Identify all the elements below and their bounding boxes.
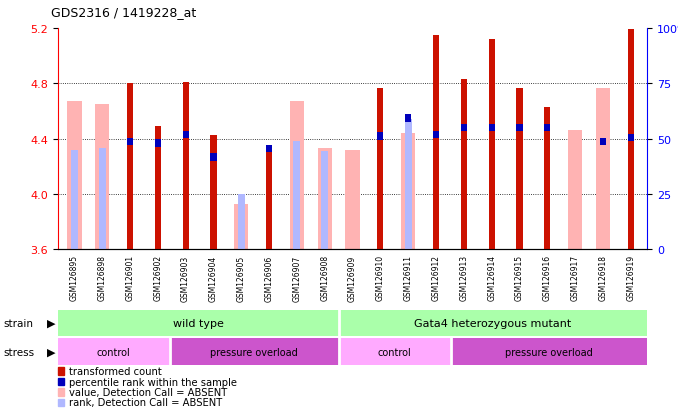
- Bar: [58, 378, 64, 385]
- Text: GSM126898: GSM126898: [98, 255, 106, 301]
- Bar: [451, 339, 647, 366]
- Text: transformed count: transformed count: [69, 366, 162, 376]
- Bar: [182, 131, 188, 139]
- Bar: [290, 102, 304, 250]
- Bar: [378, 133, 384, 140]
- Bar: [182, 83, 188, 250]
- Bar: [58, 388, 64, 396]
- Bar: [405, 120, 412, 250]
- Bar: [210, 135, 216, 250]
- Text: GSM126902: GSM126902: [153, 255, 162, 301]
- Bar: [405, 115, 412, 123]
- Bar: [401, 134, 416, 250]
- Text: control: control: [378, 347, 412, 357]
- Bar: [433, 131, 439, 139]
- Bar: [155, 140, 161, 147]
- Bar: [378, 88, 384, 250]
- Text: percentile rank within the sample: percentile rank within the sample: [69, 377, 237, 387]
- Bar: [127, 84, 133, 250]
- Text: GSM126917: GSM126917: [571, 255, 580, 301]
- Bar: [58, 339, 170, 366]
- Bar: [317, 149, 332, 250]
- Bar: [321, 152, 328, 250]
- Text: GSM126913: GSM126913: [460, 255, 468, 301]
- Bar: [58, 399, 64, 406]
- Text: pressure overload: pressure overload: [210, 347, 298, 357]
- Bar: [238, 195, 245, 250]
- Text: GSM126901: GSM126901: [125, 255, 134, 301]
- Text: pressure overload: pressure overload: [505, 347, 593, 357]
- Text: GSM126908: GSM126908: [320, 255, 330, 301]
- Bar: [67, 102, 81, 250]
- Bar: [516, 134, 523, 250]
- Bar: [234, 204, 249, 250]
- Text: GSM126895: GSM126895: [70, 255, 79, 301]
- Text: stress: stress: [3, 347, 35, 357]
- Text: GSM126907: GSM126907: [292, 255, 302, 301]
- Bar: [294, 142, 300, 250]
- Text: GSM126916: GSM126916: [543, 255, 552, 301]
- Text: wild type: wild type: [173, 318, 224, 328]
- Text: GSM126915: GSM126915: [515, 255, 524, 301]
- Text: GSM126904: GSM126904: [209, 255, 218, 301]
- Bar: [628, 134, 634, 142]
- Bar: [345, 150, 360, 250]
- Bar: [58, 310, 338, 337]
- Bar: [210, 154, 216, 161]
- Bar: [71, 150, 78, 250]
- Bar: [58, 368, 64, 375]
- Bar: [338, 339, 451, 366]
- Bar: [433, 36, 439, 250]
- Bar: [544, 108, 551, 250]
- Text: GSM126906: GSM126906: [264, 255, 274, 301]
- Bar: [266, 145, 272, 153]
- Text: GSM126919: GSM126919: [626, 255, 635, 301]
- Text: GSM126918: GSM126918: [599, 255, 607, 301]
- Bar: [127, 138, 133, 146]
- Bar: [170, 339, 338, 366]
- Bar: [95, 105, 109, 250]
- Text: control: control: [97, 347, 131, 357]
- Text: GSM126905: GSM126905: [237, 255, 245, 301]
- Bar: [266, 149, 272, 250]
- Text: rank, Detection Call = ABSENT: rank, Detection Call = ABSENT: [69, 397, 222, 407]
- Bar: [517, 125, 523, 132]
- Text: GSM126910: GSM126910: [376, 255, 385, 301]
- Bar: [596, 88, 610, 250]
- Text: GSM126911: GSM126911: [403, 255, 413, 301]
- Text: ▶: ▶: [47, 318, 55, 328]
- Bar: [544, 125, 551, 132]
- Text: value, Detection Call = ABSENT: value, Detection Call = ABSENT: [69, 387, 227, 397]
- Text: GDS2316 / 1419228_at: GDS2316 / 1419228_at: [51, 6, 196, 19]
- Bar: [628, 30, 634, 250]
- Bar: [99, 149, 106, 250]
- Bar: [489, 40, 495, 250]
- Bar: [338, 310, 647, 337]
- Bar: [517, 88, 523, 250]
- Bar: [461, 80, 467, 250]
- Bar: [568, 131, 582, 250]
- Text: GSM126912: GSM126912: [431, 255, 441, 301]
- Bar: [461, 125, 467, 132]
- Text: GSM126909: GSM126909: [348, 255, 357, 301]
- Text: ▶: ▶: [47, 347, 55, 357]
- Text: GSM126914: GSM126914: [487, 255, 496, 301]
- Text: GSM126903: GSM126903: [181, 255, 190, 301]
- Bar: [600, 138, 606, 146]
- Text: Gata4 heterozygous mutant: Gata4 heterozygous mutant: [414, 318, 572, 328]
- Bar: [489, 125, 495, 132]
- Text: strain: strain: [3, 318, 33, 328]
- Bar: [155, 127, 161, 250]
